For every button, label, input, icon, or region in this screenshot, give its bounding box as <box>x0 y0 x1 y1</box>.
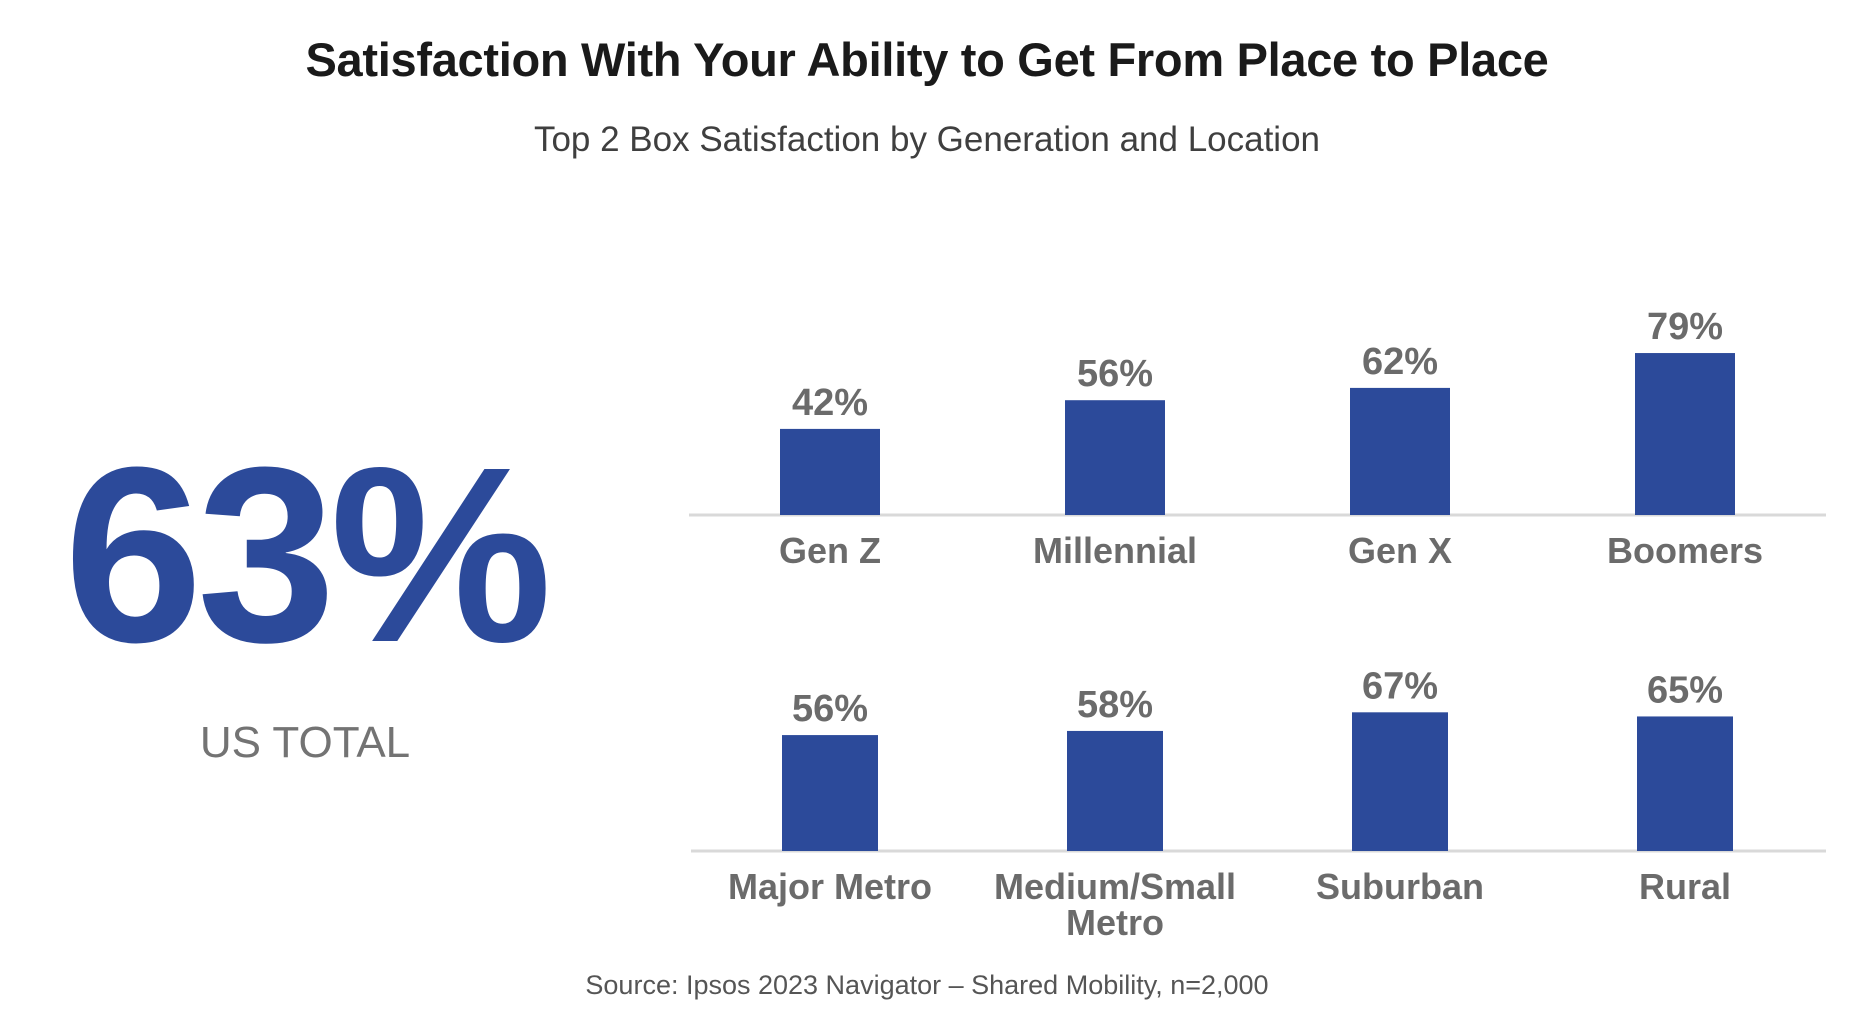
data-label: 62% <box>1362 341 1438 383</box>
bar <box>1350 387 1450 515</box>
data-label: 56% <box>792 688 868 730</box>
data-label: 65% <box>1647 669 1723 711</box>
bar <box>780 428 880 515</box>
category-label: Gen X <box>1348 530 1452 571</box>
data-label: 79% <box>1647 306 1723 348</box>
bar <box>1065 400 1165 515</box>
us-total-value: 63% <box>63 415 552 694</box>
source-note: Source: Ipsos 2023 Navigator – Shared Mo… <box>585 970 1269 1000</box>
chart-subtitle: Top 2 Box Satisfaction by Generation and… <box>533 120 1321 159</box>
chart-title: Satisfaction With Your Ability to Get Fr… <box>305 33 1549 86</box>
category-label: Boomers <box>1607 530 1763 571</box>
category-label: Major Metro <box>728 866 932 907</box>
data-label: 42% <box>792 382 868 424</box>
category-label: Suburban <box>1316 866 1484 907</box>
bar <box>1352 712 1448 851</box>
us-total-label: US TOTAL <box>199 718 411 767</box>
bar <box>782 735 878 851</box>
bar <box>1067 730 1163 851</box>
data-label: 67% <box>1362 665 1438 707</box>
data-label: 58% <box>1077 684 1153 726</box>
data-label: 56% <box>1077 353 1153 395</box>
category-label: Rural <box>1639 866 1731 907</box>
category-label: Gen Z <box>779 530 881 571</box>
category-label: Medium/Small <box>994 866 1236 907</box>
bar <box>1635 353 1735 515</box>
category-label: Metro <box>1066 902 1164 943</box>
category-label: Millennial <box>1033 530 1197 571</box>
bar <box>1637 716 1733 851</box>
